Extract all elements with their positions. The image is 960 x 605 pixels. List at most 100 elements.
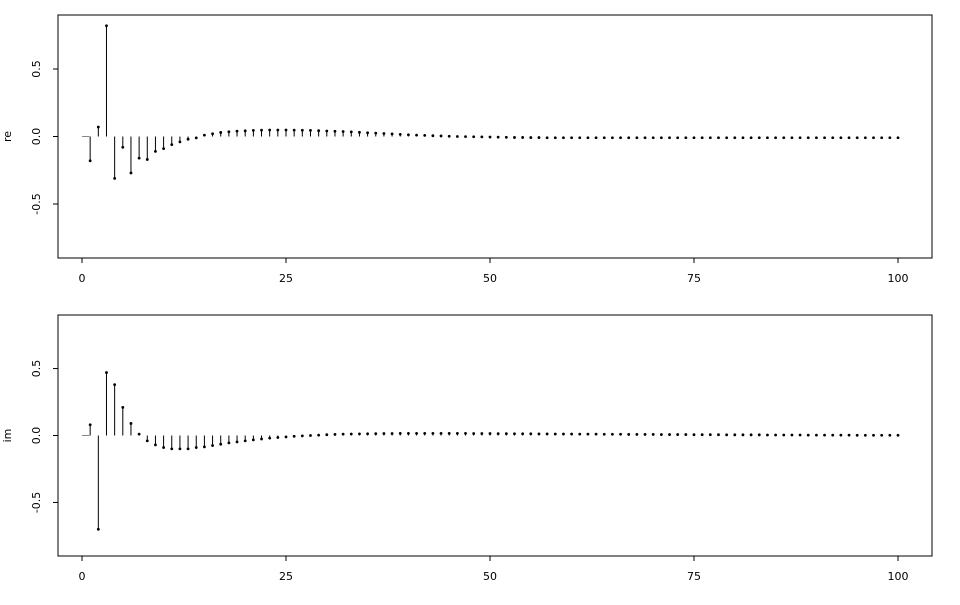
panel-1-point-42 [423, 134, 427, 137]
panel-2-point-6 [129, 422, 133, 425]
panel-2-point-69 [643, 433, 647, 436]
panel-1-point-59 [562, 136, 565, 140]
panel-2-point-30 [325, 433, 329, 437]
panel-1-point-95 [855, 136, 859, 140]
panel-1-point-40 [407, 133, 410, 137]
panel-1-y-tick-label: 0.0 [30, 128, 43, 146]
panel-1-point-57 [545, 136, 549, 140]
panel-1-x-tick-label: 50 [483, 272, 497, 285]
panel-1-point-74 [684, 136, 688, 140]
panel-2-point-67 [627, 433, 631, 436]
panel-2-point-47 [464, 431, 467, 435]
panel-2-point-4 [113, 383, 117, 387]
panel-2-point-83 [757, 433, 761, 437]
panel-2-point-43 [431, 431, 435, 435]
panel-1-y-axis-label: re [1, 131, 14, 142]
panel-2-point-27 [300, 434, 304, 438]
panel-2-point-45 [447, 431, 451, 435]
panel-2-point-78 [717, 433, 720, 437]
panel-1-point-47 [464, 135, 467, 139]
panel-2-point-20 [243, 439, 247, 443]
panel-1-point-32 [341, 130, 345, 133]
panel-2-point-49 [480, 432, 484, 435]
panel-2-point-21 [251, 438, 255, 442]
panel-1-point-55 [529, 136, 533, 139]
panel-1-point-93 [839, 136, 843, 140]
panel-2-point-95 [855, 433, 859, 437]
panel-1-point-19 [235, 129, 239, 133]
panel-1-point-72 [668, 136, 671, 140]
panel-1-point-91 [823, 136, 826, 140]
panel-2-point-14 [194, 446, 198, 449]
panel-2-point-9 [154, 443, 157, 447]
panel-2-point-79 [725, 433, 729, 437]
panel-2-point-15 [203, 445, 206, 449]
panel-1-point-66 [619, 136, 622, 140]
panel-1-y-tick-label: -0.5 [30, 193, 43, 214]
panel-1-point-16 [211, 132, 214, 136]
panel-1-point-29 [317, 129, 321, 133]
panel-2-point-25 [284, 435, 288, 439]
panel-1-point-88 [798, 136, 802, 140]
panel-1-point-84 [766, 136, 769, 140]
panel-2-point-88 [798, 433, 802, 437]
panel-1-point-21 [251, 129, 255, 132]
panel-2-point-19 [235, 440, 239, 444]
panel-1-point-100 [896, 136, 900, 140]
panel-2-point-31 [333, 433, 337, 436]
panel-2-point-62 [586, 432, 590, 436]
panel-1-point-36 [374, 131, 378, 135]
panel-1-point-62 [586, 136, 590, 140]
panel-1-point-77 [708, 136, 712, 140]
panel-1-point-10 [162, 147, 166, 151]
panel-2-y-axis-label: im [1, 429, 14, 443]
panel-2-point-26 [292, 434, 296, 438]
panel-1-point-58 [553, 136, 557, 140]
panel-1-point-22 [260, 128, 263, 132]
panel-1-y-tick-label: 0.5 [30, 60, 43, 78]
panel-1-point-45 [447, 134, 451, 138]
panel-1-point-80 [733, 136, 737, 140]
panel-1-point-54 [521, 136, 525, 139]
panel-2-point-39 [398, 431, 402, 435]
panel-1-point-28 [309, 129, 312, 132]
panel-2-point-57 [545, 432, 549, 436]
panel-2-point-11 [170, 447, 174, 451]
panel-2-point-22 [260, 437, 263, 441]
panel-2-point-5 [121, 405, 125, 409]
panel-1-point-48 [472, 135, 476, 139]
panel-1-point-23 [268, 128, 272, 132]
panel-1-point-27 [300, 128, 304, 132]
panel-2-point-89 [806, 433, 810, 437]
panel-1-point-46 [455, 135, 459, 138]
panel-2-point-99 [888, 433, 892, 437]
panel-2-point-36 [374, 432, 378, 436]
panel-1-point-83 [757, 136, 761, 140]
panel-2-point-33 [349, 432, 353, 436]
panel-2-point-13 [186, 447, 190, 451]
panel-2-point-97 [872, 433, 875, 437]
panel-2-point-48 [472, 432, 476, 435]
panel-1-plot-frame [57, 14, 933, 259]
panel-1-point-68 [635, 136, 639, 140]
panel-1-point-8 [145, 158, 149, 161]
panel-2-point-16 [211, 444, 214, 447]
panel-2-point-58 [553, 432, 557, 436]
panel-2-point-51 [496, 432, 500, 436]
panel-1-point-49 [480, 135, 484, 139]
panel-1-point-7 [137, 156, 141, 160]
panel-1-point-67 [627, 136, 631, 140]
panel-2-point-82 [749, 433, 753, 437]
panel-1-point-30 [325, 129, 329, 133]
panel-2-point-37 [382, 432, 386, 435]
panel-1-point-60 [570, 136, 573, 140]
panel-2-point-40 [407, 431, 410, 435]
panel-1-point-98 [880, 136, 884, 140]
panel-1-point-5 [121, 145, 125, 149]
panel-2-point-24 [276, 436, 280, 439]
panel-1-point-33 [349, 130, 353, 134]
panel-2-point-23 [268, 436, 272, 440]
panel-2-point-81 [741, 433, 745, 437]
panel-2-point-100 [896, 433, 900, 437]
